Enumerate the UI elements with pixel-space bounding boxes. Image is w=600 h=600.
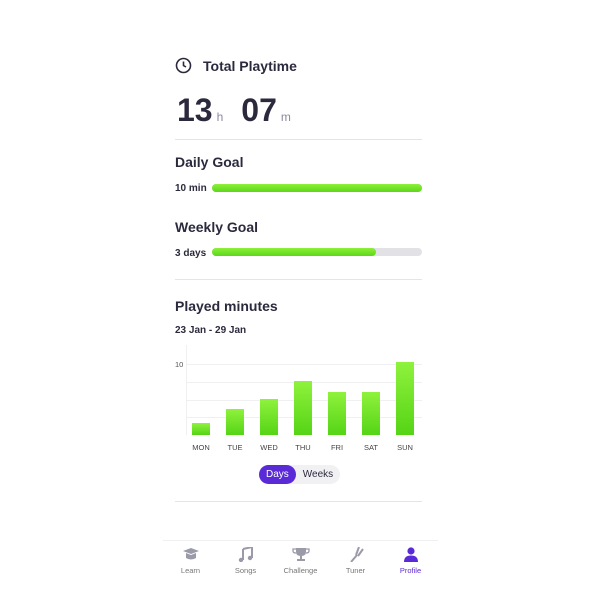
bottom-nav: Learn Songs Challenge Tuner Profile xyxy=(163,540,438,585)
weekly-goal-progress xyxy=(212,248,422,256)
daily-goal-title: Daily Goal xyxy=(175,154,244,170)
days-button[interactable]: Days xyxy=(259,465,296,484)
nav-profile[interactable]: Profile xyxy=(383,541,438,585)
tuning-fork-icon xyxy=(349,547,364,562)
clock-icon xyxy=(175,57,192,74)
daily-goal-progress xyxy=(212,184,422,192)
nav-label: Songs xyxy=(234,566,257,575)
bar-tue xyxy=(226,408,244,435)
minutes-unit: m xyxy=(280,110,291,124)
bar-thu xyxy=(294,381,312,435)
total-playtime-title: Total Playtime xyxy=(203,58,297,74)
playtime-value: 13 h 07 m xyxy=(177,92,291,129)
x-tick-label: SUN xyxy=(397,443,413,452)
trophy-icon xyxy=(291,548,310,561)
daily-goal-fill xyxy=(212,184,422,192)
weekly-goal-fill xyxy=(212,248,376,256)
hours: 13 xyxy=(177,92,213,128)
nav-tuner[interactable]: Tuner xyxy=(328,541,383,585)
divider xyxy=(175,501,422,502)
date-range: 23 Jan - 29 Jan xyxy=(175,325,247,336)
bar-wed xyxy=(260,398,278,435)
music-note-icon xyxy=(238,547,253,562)
nav-label: Learn xyxy=(180,566,201,575)
weekly-goal-title: Weekly Goal xyxy=(175,219,259,235)
bar-sat xyxy=(362,391,380,435)
y-axis xyxy=(186,345,187,435)
x-tick-label: MON xyxy=(192,443,210,452)
nav-label: Challenge xyxy=(283,566,318,575)
x-tick-label: WED xyxy=(260,443,278,452)
weeks-button[interactable]: Weeks xyxy=(302,469,334,480)
x-tick-label: TUE xyxy=(227,443,243,452)
x-tick-label: SAT xyxy=(363,443,379,452)
gridline xyxy=(186,364,422,365)
user-icon xyxy=(403,547,418,562)
minutes: 07 xyxy=(241,92,277,128)
nav-challenge[interactable]: Challenge xyxy=(273,541,328,585)
bar-mon xyxy=(192,422,210,435)
daily-goal-label: 10 min xyxy=(175,183,207,194)
x-tick-label: THU xyxy=(295,443,311,452)
bar-fri xyxy=(328,391,346,435)
bar-sun xyxy=(396,361,414,435)
y-tick-label: 10 xyxy=(175,360,184,369)
nav-learn[interactable]: Learn xyxy=(163,541,218,585)
weekly-goal-label: 3 days xyxy=(175,248,207,259)
nav-label: Profile xyxy=(399,566,422,575)
nav-songs[interactable]: Songs xyxy=(218,541,273,585)
hours-unit: h xyxy=(216,110,224,124)
played-minutes-title: Played minutes xyxy=(175,298,278,314)
graduation-cap-icon xyxy=(182,548,199,560)
divider xyxy=(175,139,422,140)
x-tick-label: FRI xyxy=(330,443,344,452)
nav-label: Tuner xyxy=(345,566,366,575)
days-weeks-toggle: Days Weeks xyxy=(259,465,341,484)
divider xyxy=(175,279,422,280)
